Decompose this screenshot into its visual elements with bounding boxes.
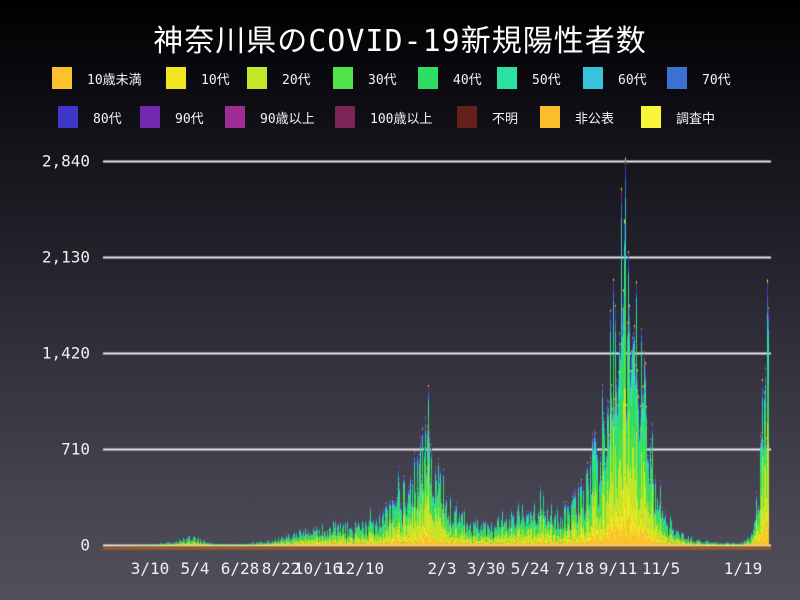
x-tick-label: 9/11 bbox=[598, 559, 638, 578]
legend-swatch bbox=[52, 67, 72, 89]
legend-item: 90歳以上 bbox=[225, 105, 315, 129]
legend-item: 60代 bbox=[583, 66, 647, 90]
legend-item: 50代 bbox=[497, 66, 561, 90]
legend-label: 50代 bbox=[532, 72, 561, 88]
legend-swatch bbox=[225, 106, 245, 128]
legend-item: 非公表 bbox=[540, 105, 614, 129]
legend-item: 20代 bbox=[247, 66, 311, 90]
legend-swatch bbox=[418, 67, 438, 89]
chart-title: 神奈川県のCOVID-19新規陽性者数 bbox=[153, 24, 647, 59]
legend-label: 60代 bbox=[618, 72, 647, 88]
legend-label: 100歳以上 bbox=[370, 111, 433, 127]
legend-item: 70代 bbox=[667, 66, 731, 90]
legend-item: 100歳以上 bbox=[335, 105, 432, 129]
x-tick-label: 5/24 bbox=[510, 559, 550, 578]
x-tick-label: 7/18 bbox=[555, 559, 595, 578]
legend-label: 調査中 bbox=[676, 111, 716, 127]
legend-label: 40代 bbox=[453, 72, 482, 88]
legend-item: 40代 bbox=[418, 66, 482, 90]
x-tick-label: 2/3 bbox=[427, 559, 457, 578]
legend-swatch bbox=[540, 106, 560, 128]
y-tick-label: 2,130 bbox=[41, 247, 90, 267]
legend-label: 10代 bbox=[201, 72, 230, 88]
legend-item: 10歳未満 bbox=[52, 66, 142, 90]
legend-swatch bbox=[667, 67, 687, 89]
legend-item: 不明 bbox=[457, 105, 518, 129]
x-tick-label: 5/4 bbox=[180, 559, 210, 578]
legend-swatch bbox=[58, 106, 78, 128]
legend-item: 90代 bbox=[140, 105, 204, 129]
legend-swatch bbox=[641, 106, 661, 128]
x-tick-label: 12/10 bbox=[335, 559, 385, 578]
legend-item: 調査中 bbox=[641, 105, 715, 129]
legend-swatch bbox=[166, 67, 186, 89]
legend-label: 80代 bbox=[93, 111, 122, 127]
legend-label: 90代 bbox=[175, 111, 204, 127]
legend-swatch bbox=[140, 106, 160, 128]
x-tick-label: 10/16 bbox=[293, 559, 343, 578]
legend-swatch bbox=[497, 67, 517, 89]
x-tick-label: 1/19 bbox=[723, 559, 763, 578]
legend-item: 30代 bbox=[333, 66, 397, 90]
legend-label: 20代 bbox=[282, 72, 311, 88]
legend-swatch bbox=[335, 106, 355, 128]
y-tick-label: 0 bbox=[80, 535, 90, 555]
legend-swatch bbox=[247, 67, 267, 89]
y-tick-label: 1,420 bbox=[41, 343, 90, 363]
x-tick-label: 6/28 bbox=[220, 559, 260, 578]
legend-label: 30代 bbox=[368, 72, 397, 88]
y-tick-label: 710 bbox=[61, 439, 90, 459]
legend-swatch bbox=[333, 67, 353, 89]
legend-label: 非公表 bbox=[575, 111, 615, 127]
y-tick-label: 2,840 bbox=[41, 151, 90, 171]
legend-swatch bbox=[457, 106, 477, 128]
legend-label: 不明 bbox=[492, 111, 519, 127]
x-tick-label: 3/10 bbox=[130, 559, 170, 578]
x-tick-label: 11/5 bbox=[641, 559, 681, 578]
x-tick-label: 8/22 bbox=[261, 559, 301, 578]
legend-item: 80代 bbox=[58, 105, 122, 129]
legend-label: 70代 bbox=[702, 72, 731, 88]
legend-swatch bbox=[583, 67, 603, 89]
legend-label: 10歳未満 bbox=[87, 72, 142, 88]
x-tick-label: 3/30 bbox=[466, 559, 506, 578]
legend-item: 10代 bbox=[166, 66, 230, 90]
legend-label: 90歳以上 bbox=[260, 111, 315, 127]
